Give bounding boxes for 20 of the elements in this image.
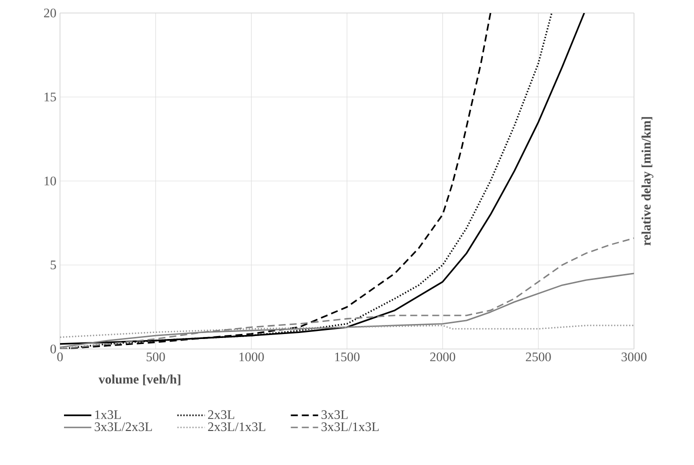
x-tick-label: 3000 [622,352,647,362]
x-tick-label: 1000 [239,352,264,362]
y-tick-label: 15 [44,92,56,102]
x-axis-title: volume [veh/h] [98,374,180,386]
x-tick-label: 0 [57,352,63,362]
x-tick-label: 2000 [430,352,456,362]
x-tick-label: 2500 [526,352,551,362]
legend-label: 3x3L [322,410,348,420]
legend-label: 1x3L [95,410,121,420]
legend-label: 3x3L/2x3L [94,422,152,432]
legend-label: 3x3L/1x3L [322,422,379,432]
y-axis-title: relative delay [min/km] [642,117,654,246]
y-tick-label: 10 [44,176,56,186]
x-tick-label: 500 [146,352,165,362]
y-tick-label: 20 [44,8,56,18]
y-tick-label: 0 [50,344,56,354]
legend-label: 2x3L [208,410,234,420]
x-tick-label: 1500 [335,352,360,362]
legend-label: 2x3L/1x3L [208,422,266,432]
y-tick-label: 5 [50,260,56,270]
